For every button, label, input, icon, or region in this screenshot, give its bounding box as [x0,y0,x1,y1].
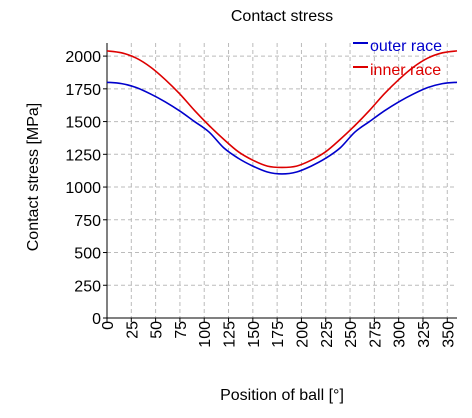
x-tick-label: 200 [294,321,311,348]
x-tick-label: 75 [173,321,190,339]
x-tick-label: 125 [222,321,239,348]
y-tick-label: 250 [74,278,101,295]
y-tick-label: 1750 [65,82,101,99]
x-tick-labels: 0 25 50 75 100 125 150 175 200 225 250 275 300 325 350 [100,318,457,348]
x-tick-label: 25 [124,321,141,339]
y-tick-label: 1250 [65,147,101,164]
y-tick-label: 0 [92,311,101,328]
x-tick-label: 275 [367,321,384,348]
legend-label: inner race [370,62,441,79]
legend-label: outer race [370,38,442,55]
x-tick-label: 300 [392,321,409,348]
x-tick-label: 225 [319,321,336,348]
grid [106,43,457,319]
x-tick-label: 325 [416,321,433,348]
x-tick-label: 175 [270,321,287,348]
x-tick-label: 100 [197,321,214,348]
x-tick-label: 250 [343,321,360,348]
y-tick-labels: 0 250 500 750 1000 1250 1500 1750 2000 [65,49,107,328]
y-tick-label: 1500 [65,115,101,132]
x-axis-label: Position of ball [°] [220,387,344,404]
chart-title: Contact stress [231,8,333,25]
legend: outer race inner race [353,38,442,79]
x-tick-label: 50 [149,321,166,339]
series [106,50,458,175]
y-tick-label: 2000 [65,49,101,66]
y-axis-label: Contact stress [MPa] [25,103,42,252]
y-tick-label: 1000 [65,180,101,197]
y-tick-label: 750 [74,213,101,230]
series-line-outer-race [106,81,458,175]
x-tick-label: 350 [440,321,457,348]
y-tick-label: 500 [74,246,101,263]
series-line-inner-race [106,50,458,169]
axes [106,43,457,319]
x-tick-label: 0 [100,321,117,330]
x-tick-label: 150 [246,321,263,348]
